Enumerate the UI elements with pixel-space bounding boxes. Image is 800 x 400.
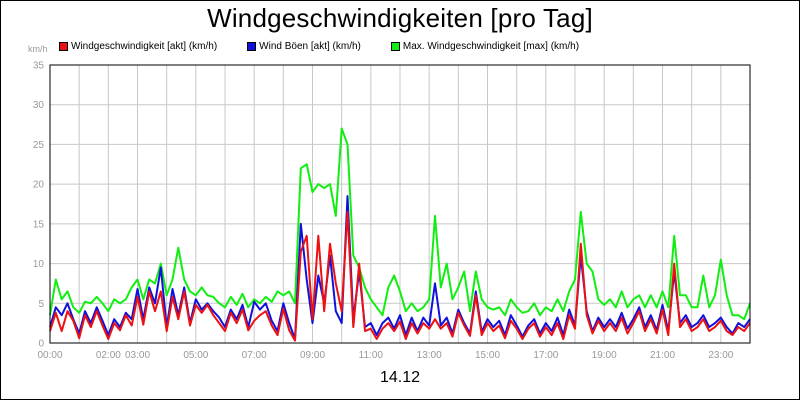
x-axis-ticks: 00:00 02:00 03:00 05:00 07:00 09:00 11:00 13:00… [37,350,733,361]
series-line-wind-speed [49,210,751,342]
x-tick-label: 19:00 [592,350,617,361]
date-label: 14.12 [379,369,421,386]
y-tick-label: 10 [33,259,45,270]
legend-swatch-gusts [247,41,257,51]
x-tick-label: 15:00 [475,350,500,361]
x-tick-label: 05:00 [183,350,208,361]
legend-label-wind-speed: Windgeschwindigkeit [akt] (km/h) [71,40,218,52]
x-tick-label: 07:00 [242,350,267,361]
y-tick-label: 25 [33,140,45,151]
y-unit-label: km/h [28,44,48,54]
y-tick-label: 30 [33,100,45,111]
x-tick-label: 23:00 [708,350,733,361]
series-lines [49,127,751,342]
legend-item-wind-speed: Windgeschwindigkeit [akt] (km/h) [59,41,217,52]
x-tick-label: 13:00 [417,350,442,361]
y-tick-label: 15 [33,219,45,230]
chart-title: Windgeschwindigkeiten [pro Tag] [207,3,593,33]
legend-item-gusts: Wind Böen [akt] (km/h) [247,41,361,52]
legend-label-gusts: Wind Böen [akt] (km/h) [259,40,361,52]
y-tick-label: 35 [33,61,45,72]
x-tick-label: 11:00 [359,350,384,361]
plot-border [49,64,751,344]
legend-swatch-wind-speed [59,41,68,51]
x-tick-label: 03:00 [125,350,150,361]
y-tick-label: 20 [33,180,45,191]
legend-swatch-max-wind-speed [390,41,400,51]
grid [50,65,750,343]
x-tick-label: 09:00 [300,350,325,361]
y-tick-label: 5 [38,299,44,310]
legend: Windgeschwindigkeit [akt] (km/h) Wind Bö… [59,39,609,53]
x-tick-label: 21:00 [650,350,675,361]
x-tick-label: 17:00 [533,350,558,361]
series-line-max-wind-speed [49,127,751,321]
y-axis-ticks: 0 5 10 15 20 25 30 35 [33,61,45,350]
y-tick-label: 0 [38,339,44,350]
x-tick-label: 00:00 [37,350,62,361]
legend-label-max-wind-speed: Max. Windgeschwindigkeit [max] (km/h) [402,40,580,52]
x-tick-label: 02:00 [96,350,121,361]
legend-item-max-wind-speed: Max. Windgeschwindigkeit [max] (km/h) [390,40,580,52]
